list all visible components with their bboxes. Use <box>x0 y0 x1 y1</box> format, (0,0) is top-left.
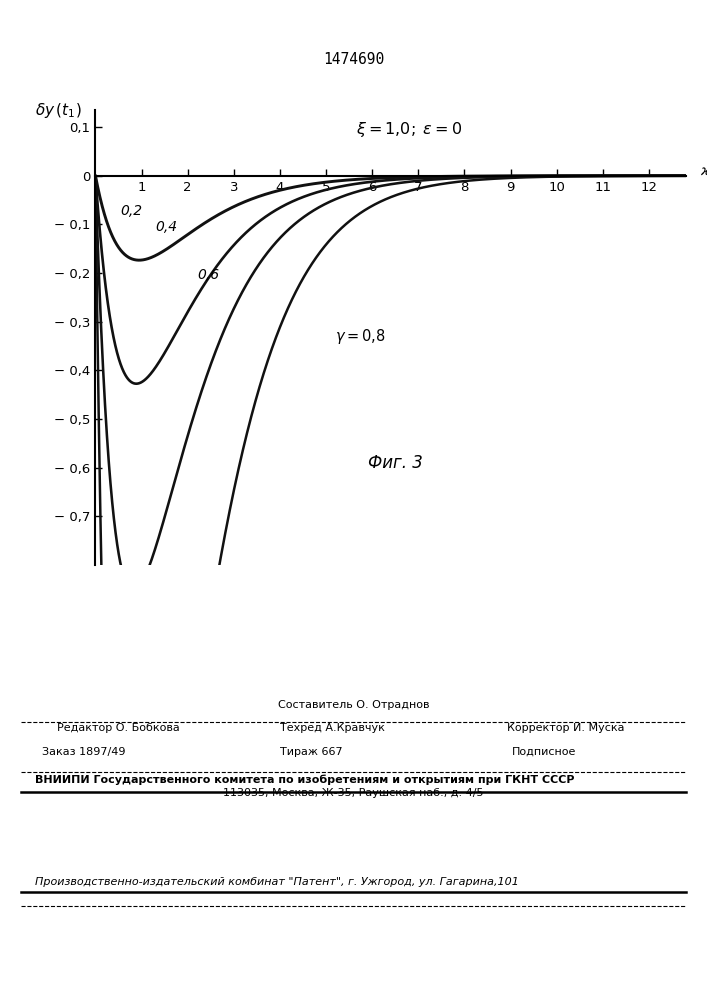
Text: Составитель О. Отраднов: Составитель О. Отраднов <box>278 700 429 710</box>
Text: Тираж 667: Тираж 667 <box>280 747 342 757</box>
Text: 113035, Москва, Ж-35, Раушская наб., д. 4/5: 113035, Москва, Ж-35, Раушская наб., д. … <box>223 788 484 798</box>
Text: $\xi = 1{,}0;\;\varepsilon = 0$: $\xi = 1{,}0;\;\varepsilon = 0$ <box>356 120 462 139</box>
Text: Фиг. 3: Фиг. 3 <box>368 454 423 472</box>
Text: Заказ 1897/49: Заказ 1897/49 <box>42 747 126 757</box>
Text: Подписное: Подписное <box>512 747 577 757</box>
Text: $\gamma = 0{,}8$: $\gamma = 0{,}8$ <box>335 327 386 346</box>
Text: $\delta y\,(t_1)$: $\delta y\,(t_1)$ <box>35 101 82 120</box>
Text: 0,4: 0,4 <box>156 220 177 234</box>
Text: 0,6: 0,6 <box>197 268 219 282</box>
Text: 0,2: 0,2 <box>121 204 143 218</box>
Text: 1474690: 1474690 <box>323 52 384 68</box>
Text: Редактор О. Бобкова: Редактор О. Бобкова <box>57 723 180 733</box>
Text: Техред А.Кравчук: Техред А.Кравчук <box>280 723 385 733</box>
Text: Производственно-издательский комбинат "Патент", г. Ужгород, ул. Гагарина,101: Производственно-издательский комбинат "П… <box>35 877 519 887</box>
Text: $\varkappa = t\,/\,T_1$: $\varkappa = t\,/\,T_1$ <box>700 164 707 180</box>
Text: ВНИИПИ Государственного комитета по изобретениям и открытиям при ГКНТ СССР: ВНИИПИ Государственного комитета по изоб… <box>35 775 575 785</box>
Text: Корректор И. Муска: Корректор И. Муска <box>507 723 624 733</box>
